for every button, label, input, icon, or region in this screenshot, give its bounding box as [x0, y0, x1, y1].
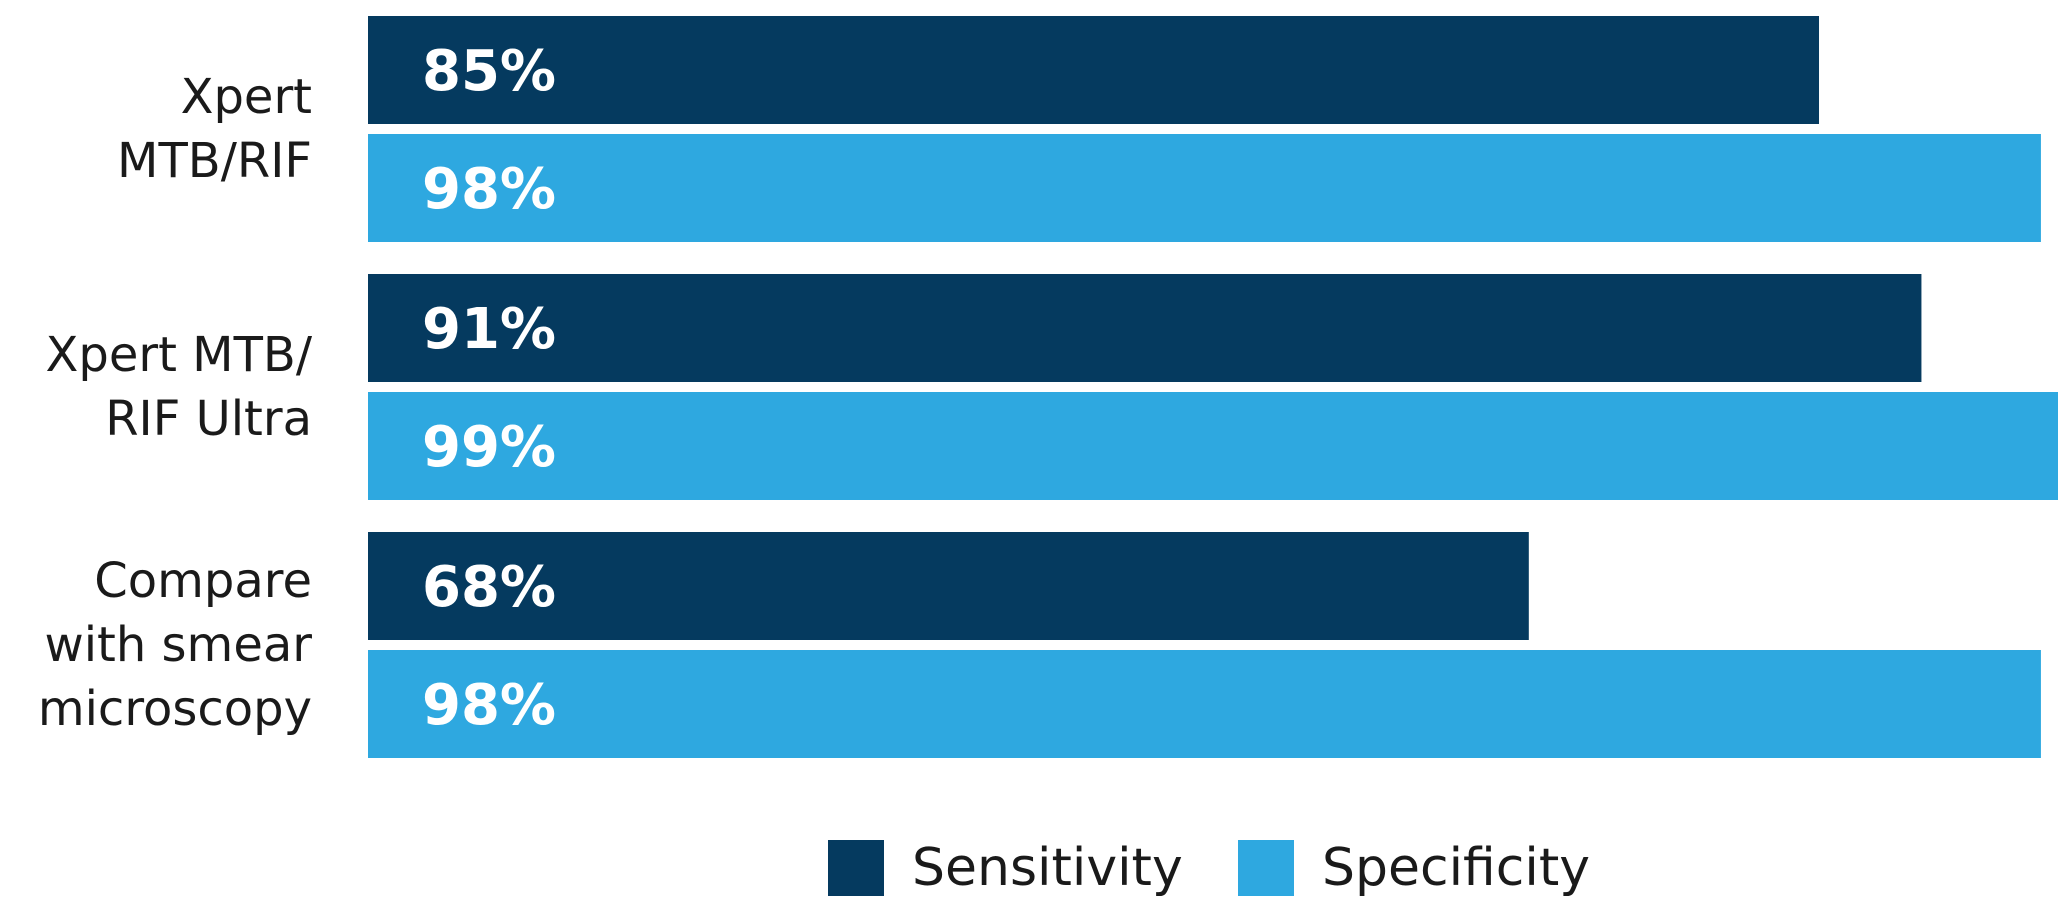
bar-sensitivity-1 [368, 274, 1922, 382]
category-label-smear-microscopy: Compare with smear microscopy [37, 553, 312, 737]
legend-swatch-sensitivity [828, 840, 884, 896]
category-label-xpert-mtb-rif: Xpert MTB/RIF [117, 69, 312, 189]
bar-sensitivity-0 [368, 16, 1820, 124]
bar-specificity-2 [368, 650, 2041, 758]
legend-item-sensitivity: Sensitivity [828, 838, 1183, 898]
category-label-xpert-ultra: Xpert MTB/ RIF Ultra [45, 327, 312, 447]
bar-label-sensitivity-0: 85% [422, 39, 556, 104]
bar-label-sensitivity-2: 68% [422, 555, 556, 620]
bar-sensitivity-2 [368, 532, 1529, 640]
bar-label-specificity-0: 98% [422, 157, 556, 222]
bar-label-sensitivity-1: 91% [422, 297, 556, 362]
legend-swatch-specificity [1238, 840, 1294, 896]
bar-label-specificity-1: 99% [422, 415, 556, 480]
bar-label-specificity-2: 98% [422, 673, 556, 738]
legend-item-specificity: Specificity [1238, 838, 1590, 898]
legend-label-sensitivity: Sensitivity [912, 838, 1183, 898]
bar-specificity-0 [368, 134, 2041, 242]
bar-specificity-1 [368, 392, 2058, 500]
legend-label-specificity: Specificity [1322, 838, 1590, 898]
